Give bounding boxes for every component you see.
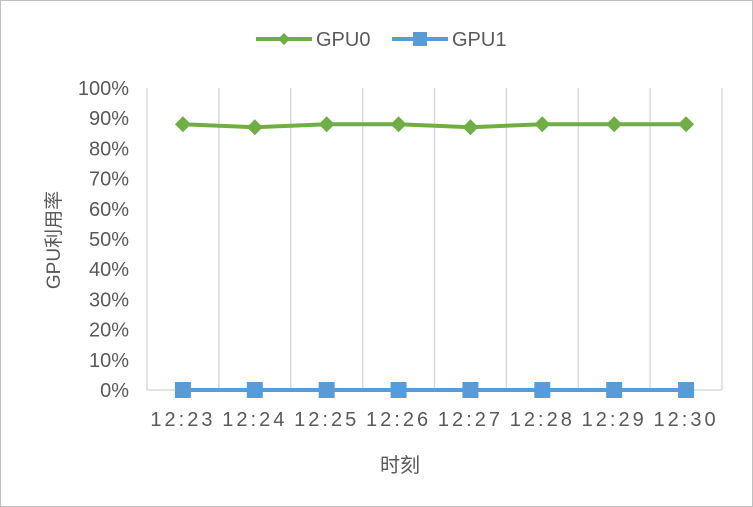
y-tick-label: 40% <box>89 259 129 281</box>
data-point <box>462 119 479 136</box>
y-tick-label: 70% <box>89 169 129 191</box>
y-tick-label: 50% <box>89 229 129 251</box>
legend-marker <box>278 33 290 45</box>
data-point <box>318 116 335 133</box>
y-tick-label: 100% <box>78 78 129 100</box>
data-point <box>606 116 623 133</box>
x-tick-label: 12:23 <box>150 409 215 431</box>
data-point <box>678 116 695 133</box>
x-tick-label: 12:26 <box>366 409 431 431</box>
y-tick-label: 60% <box>89 199 129 221</box>
data-point <box>462 382 479 398</box>
x-tick-label: 12:30 <box>654 409 719 431</box>
x-tick-label: 12:25 <box>294 409 359 431</box>
data-point <box>678 382 695 398</box>
y-tick-label: 0% <box>100 380 129 402</box>
legend-label: GPU0 <box>316 29 370 51</box>
data-point <box>534 116 551 133</box>
data-point <box>534 382 551 398</box>
data-point <box>606 382 623 398</box>
y-tick-label: 30% <box>89 289 129 311</box>
data-point <box>390 116 407 133</box>
y-axis-label: GPU利用率 <box>43 191 65 289</box>
x-tick-label: 12:28 <box>510 409 575 431</box>
x-tick-label: 12:24 <box>222 409 287 431</box>
data-point <box>246 119 263 136</box>
x-tick-label: 12:27 <box>438 409 503 431</box>
y-tick-label: 90% <box>89 108 129 130</box>
x-axis-label: 时刻 <box>380 454 420 477</box>
series-line-gpu0 <box>182 122 687 130</box>
data-point <box>174 382 191 398</box>
y-tick-label: 10% <box>89 350 129 372</box>
y-tick-label: 20% <box>89 320 129 342</box>
data-point <box>390 382 407 398</box>
y-tick-label: 80% <box>89 138 129 160</box>
x-tick-label: 12:29 <box>582 409 647 431</box>
data-point <box>318 382 335 398</box>
data-point <box>174 116 191 133</box>
legend-label: GPU1 <box>452 29 506 51</box>
legend-marker <box>413 32 427 46</box>
data-point <box>246 382 263 398</box>
